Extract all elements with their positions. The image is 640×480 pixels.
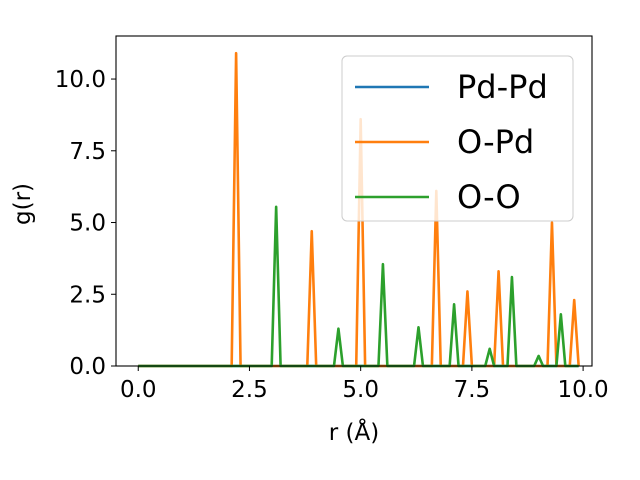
- legend-label-0: Pd-Pd: [457, 68, 548, 106]
- x-axis-label: r (Å): [329, 418, 379, 446]
- x-tick-label: 10.0: [557, 377, 608, 403]
- y-tick-label: 10.0: [55, 67, 106, 93]
- legend-entries: Pd-Pd O-Pd O-O: [355, 68, 548, 216]
- x-tick-label: 5.0: [342, 377, 379, 403]
- legend-label-1: O-Pd: [457, 123, 534, 161]
- y-tick-label: 7.5: [69, 139, 106, 165]
- y-axis-label: g(r): [10, 183, 36, 225]
- y-tick-label: 2.5: [69, 282, 106, 308]
- y-tick-label: 0.0: [69, 354, 106, 380]
- legend: Pd-Pd O-Pd O-O: [341, 55, 574, 222]
- legend-frame: [341, 55, 574, 222]
- plot-frame: [115, 35, 593, 367]
- x-tick-label: 7.5: [454, 377, 491, 403]
- y-tick-label: 5.0: [69, 211, 106, 237]
- x-ticks: 0.0 2.5 5.0 7.5 10.0: [120, 366, 609, 403]
- series-line-2: [138, 205, 579, 368]
- y-ticks: 0.0 2.5 5.0 7.5 10.0: [55, 67, 116, 380]
- x-tick-label: 0.0: [120, 377, 157, 403]
- x-tick-label: 2.5: [231, 377, 268, 403]
- legend-label-2: O-O: [457, 178, 521, 216]
